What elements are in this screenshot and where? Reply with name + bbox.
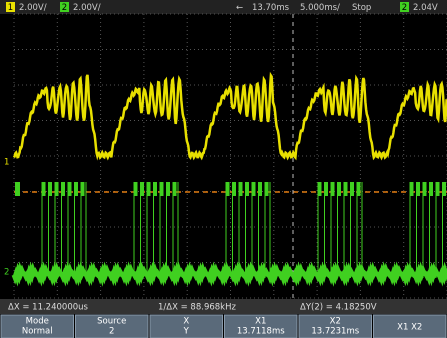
trig-badge <box>400 2 409 12</box>
ch2-pulse <box>410 182 414 196</box>
ch2-pulse <box>258 182 262 196</box>
status: Stop <box>352 3 371 13</box>
softkey-label: 13.7231ms <box>311 327 359 337</box>
ch2-pulse <box>232 182 236 196</box>
ch2-pulse <box>153 182 157 196</box>
ch2-pulse <box>324 182 328 196</box>
ch2-badge <box>60 2 69 12</box>
trigger-source: 2 <box>402 3 407 13</box>
ch2-pulse <box>429 182 433 196</box>
ch2-scale: 2.00V/ <box>73 3 101 13</box>
ch2-pulse <box>134 182 138 196</box>
ch2-pulse <box>166 182 170 196</box>
ch1: 1 <box>8 3 13 13</box>
ch2-pulse <box>226 182 230 196</box>
ch2-pulse <box>344 182 348 196</box>
ch2-pulse <box>173 182 177 196</box>
ch2-pulse <box>318 182 322 196</box>
softkey-label: 2 <box>109 327 114 337</box>
measurement: 1/ΔX = 88.968kHz <box>158 303 236 313</box>
softkey-label: X <box>183 317 189 327</box>
ch2-pulse <box>81 182 85 196</box>
ch2-marker: 2 <box>4 268 9 278</box>
ch2-pulse <box>357 182 361 196</box>
ch1-badge <box>6 2 15 12</box>
top-bar <box>0 0 447 14</box>
ch2-start <box>15 182 20 196</box>
ch2-pulse <box>245 182 249 196</box>
ch2-pulse <box>61 182 65 196</box>
timebase: 5.000ms/ <box>300 3 340 13</box>
arrow: ← <box>236 3 243 13</box>
softkey-label: 13.7118ms <box>237 327 285 337</box>
softkey-label: Normal <box>22 327 53 337</box>
softkey[interactable] <box>373 314 447 338</box>
softkey[interactable] <box>298 314 372 338</box>
ch2-baseline <box>11 261 447 287</box>
softkey[interactable] <box>75 314 149 338</box>
softkey[interactable] <box>149 314 223 338</box>
waves <box>11 71 447 287</box>
ch2-pulse <box>48 182 52 196</box>
ch2-pulse <box>423 182 427 196</box>
ch2: 2 <box>62 3 67 13</box>
position: 13.70ms <box>252 3 290 13</box>
measure-bar <box>0 299 447 314</box>
measurement: ΔX = 11.240000us <box>8 303 89 313</box>
ch2-pulse <box>74 182 78 196</box>
softkey-label: X1 <box>255 317 266 327</box>
measurement: ΔY(2) = 4.18250V <box>300 303 377 313</box>
ch1-scale: 2.00V/ <box>19 3 47 13</box>
ch2-pulse <box>436 182 440 196</box>
softkey[interactable] <box>224 314 298 338</box>
ch1-trace <box>12 71 447 161</box>
ch2-pulse <box>147 182 151 196</box>
softkey[interactable] <box>0 314 74 338</box>
softkey-label: Y <box>183 327 190 337</box>
ch1-marker: 1 <box>4 158 9 168</box>
softkey-label: Mode <box>26 317 49 327</box>
ch2-pulse <box>55 182 59 196</box>
softkey-label: X2 <box>330 317 341 327</box>
ch2-pulse <box>239 182 243 196</box>
softkey-label: Source <box>97 317 126 327</box>
ch2-pulse <box>68 182 72 196</box>
ch2-pulse <box>160 182 164 196</box>
ch2-pulse <box>331 182 335 196</box>
ch2-pulse <box>42 182 46 196</box>
trigger-level: 2.04V <box>413 3 438 13</box>
ch2-pulse <box>140 182 144 196</box>
ch2-pulse <box>252 182 256 196</box>
ch2-pulse <box>350 182 354 196</box>
softkey-label: X1 X2 <box>397 323 422 333</box>
ch2-pulse <box>265 182 269 196</box>
ch2-pulse <box>442 182 446 196</box>
ch2-pulse <box>416 182 420 196</box>
ch2-pulse <box>337 182 341 196</box>
